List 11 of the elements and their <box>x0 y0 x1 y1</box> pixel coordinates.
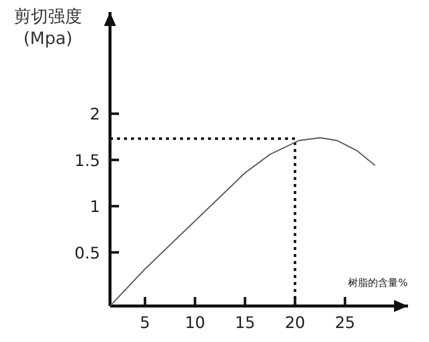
x-tick-label: 15 <box>234 313 256 332</box>
x-tick-label: 25 <box>334 313 356 332</box>
x-axis-title: 树脂的含量% <box>348 277 408 289</box>
x-tick-label: 5 <box>140 313 150 332</box>
y-tick-label: 0.5 <box>74 243 100 262</box>
y-tick-label: 1 <box>90 197 100 216</box>
x-tick-label: 20 <box>284 313 306 332</box>
y-axis-title: 剪切强度 (Mpa) <box>14 7 82 49</box>
y-tick-label: 1.5 <box>74 150 100 170</box>
y-tick-label: 2 <box>90 104 100 124</box>
x-tick-label: 10 <box>184 313 206 332</box>
